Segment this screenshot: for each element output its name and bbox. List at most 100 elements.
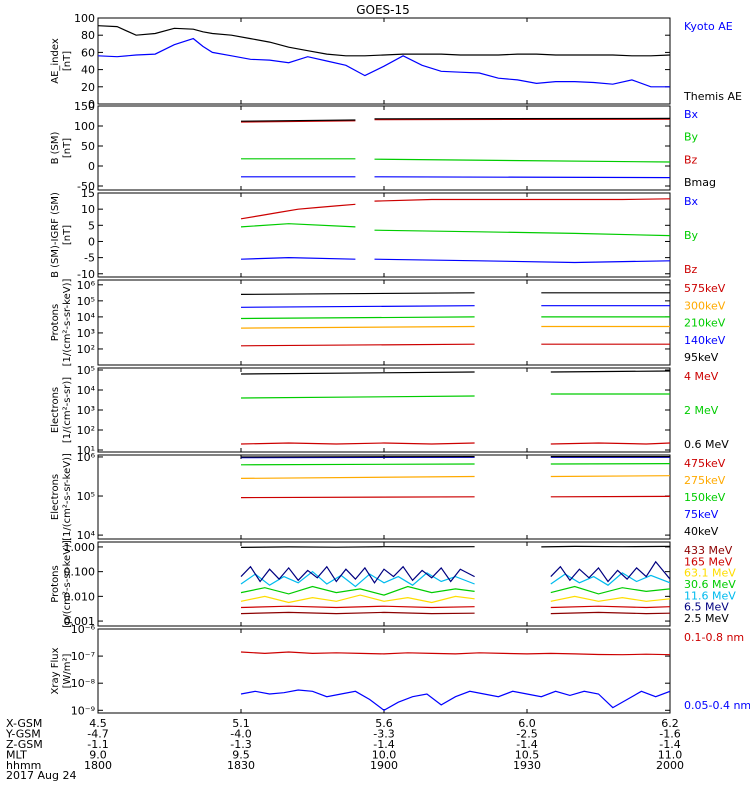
series-line-6-5-mev	[550, 560, 670, 583]
series-line-210kev	[240, 316, 475, 320]
y-tick-label: 50	[81, 140, 95, 153]
series-line-0-1-0-8-nm	[240, 651, 670, 656]
y-tick-label: 0.010	[64, 590, 96, 603]
series-line-6-5-mev	[240, 565, 475, 584]
legend-entry: Bx	[684, 195, 699, 208]
y-tick-label: 100	[74, 12, 95, 25]
time-row-value: 6.2	[661, 717, 679, 730]
series-line-300kev	[240, 325, 475, 329]
series-line-275kev	[240, 475, 475, 479]
series-line-bx	[374, 258, 670, 264]
legend-entry: 140keV	[684, 334, 726, 347]
time-row-label: MLT	[6, 749, 27, 762]
y-tick-label: 100	[74, 120, 95, 133]
time-row-label: hhmm	[6, 759, 41, 772]
legend-entry: 30.6 MeV	[684, 578, 736, 591]
legend-entry: Themis AE	[683, 90, 742, 103]
y-axis-unit: [nT]	[62, 225, 73, 245]
legend-entry: 4 MeV	[684, 370, 719, 383]
panel-frame	[97, 628, 671, 714]
y-tick-label: 5	[88, 219, 95, 232]
date-label: 2017 Aug 24	[6, 769, 76, 782]
legend-entry: Kyoto AE	[684, 20, 733, 33]
y-tick-label: 10⁴	[77, 311, 96, 324]
time-row-value: -1.6	[659, 728, 680, 741]
y-tick-label: 10⁻⁶	[71, 623, 96, 636]
panel-3: -10 -5 0 5 10 15 B (SM)-IGRF (SM) [nT] Bx By Bz	[50, 187, 699, 281]
legend-entry: 165 MeV	[684, 555, 733, 568]
time-row-value: 1930	[513, 759, 541, 772]
series-line-bx	[240, 256, 356, 260]
series-line-0-6-mev	[550, 370, 670, 373]
y-axis-unit: [1/(cm²-s-sr)]	[62, 377, 73, 443]
legend-entry: 63.1 MeV	[684, 567, 736, 580]
y-axis-label: Protons	[50, 304, 61, 341]
panel-2: -50 0 50 100 150 B (SM) [nT] Bx By Bz Bmag	[50, 100, 716, 193]
y-tick-label: 10⁶	[77, 279, 96, 292]
series-line-475kev	[240, 496, 475, 499]
series-line-30-6-mev	[240, 585, 475, 596]
y-tick-label: 10²	[77, 343, 95, 356]
series-line-433-mev	[240, 611, 475, 615]
series-line-575kev	[240, 343, 475, 347]
time-row-value: -2.5	[516, 728, 537, 741]
series-line-63-1-mev	[550, 595, 670, 602]
y-tick-label: 60	[81, 46, 95, 59]
time-row-value: 1800	[84, 759, 112, 772]
series-line-by	[240, 223, 356, 228]
legend-entry: 0.6 MeV	[684, 438, 729, 451]
series-line-140kev	[240, 305, 475, 308]
series-line-433-mev	[550, 611, 670, 615]
y-axis-label: B (SM)	[50, 131, 61, 164]
time-row-value: -4.0	[230, 728, 251, 741]
time-row-value: 10.0	[372, 749, 397, 762]
y-tick-label: 10⁴	[77, 529, 96, 542]
time-row-value: -1.4	[516, 738, 537, 751]
y-axis-unit: [p/(cm²-s-sr-keV)]	[62, 540, 73, 628]
series-line-by	[374, 158, 670, 163]
panel-frame	[97, 541, 671, 627]
time-axis-table: X-GSM 4.5 5.1 5.6 6.0 6.2 Y-GSM -4.7 -4.0 -3.3 -2.…	[5, 717, 684, 772]
legend-entry: 2.5 MeV	[684, 612, 729, 625]
legend-entry: 150keV	[684, 491, 726, 504]
series-line-bz	[240, 203, 356, 220]
legend-entry: By	[684, 229, 699, 242]
legend-entry: 210keV	[684, 317, 726, 330]
legend-entry: Bz	[684, 263, 698, 276]
y-tick-label: -5	[84, 252, 95, 265]
series-line-bmag	[240, 119, 356, 122]
panel-1: 0 20 40 60 80 100 AE_index [nT] Kyoto AE Themis A…	[50, 12, 742, 111]
y-tick-label: 10⁴	[77, 384, 96, 397]
y-tick-label: 10⁻⁹	[71, 704, 95, 717]
y-tick-label: 1.000	[64, 541, 96, 554]
time-row-value: 4.5	[89, 717, 107, 730]
panel-frame	[97, 17, 671, 105]
time-row-value: 6.0	[518, 717, 536, 730]
y-axis-label: Protons	[50, 565, 61, 602]
y-axis-label: Xray Flux	[50, 647, 61, 694]
series-line-bx	[374, 176, 670, 179]
time-row-value: 5.1	[232, 717, 250, 730]
series-line-kyoto-ae	[98, 37, 670, 88]
legend-entry: By	[684, 131, 699, 144]
y-tick-label: 10³	[77, 327, 95, 340]
legend-entry: 300keV	[684, 299, 726, 312]
y-tick-label: 0	[88, 235, 95, 248]
legend-entry: Bmag	[684, 176, 716, 189]
legend-entry: 275keV	[684, 474, 726, 487]
series-line-95kev	[240, 292, 475, 295]
time-row-value: 10.5	[515, 749, 540, 762]
series-line-bz	[374, 198, 670, 202]
y-tick-label: 40	[81, 64, 95, 77]
time-row-value: -4.7	[87, 728, 108, 741]
panel-4: 10² 10³ 10⁴ 10⁵ 10⁶ Protons [1/(cm²-s-sr-keV)]…	[50, 279, 726, 367]
legend-entry: Bx	[684, 108, 699, 121]
series-line-themis-ae	[98, 25, 670, 57]
y-axis-label: Electrons	[50, 474, 61, 520]
y-tick-label: -10	[77, 268, 95, 281]
legend-entry: 95keV	[684, 351, 719, 364]
legend-entry: 0.05-0.4 nm	[684, 699, 750, 712]
series-line-2-5-mev	[541, 545, 670, 548]
